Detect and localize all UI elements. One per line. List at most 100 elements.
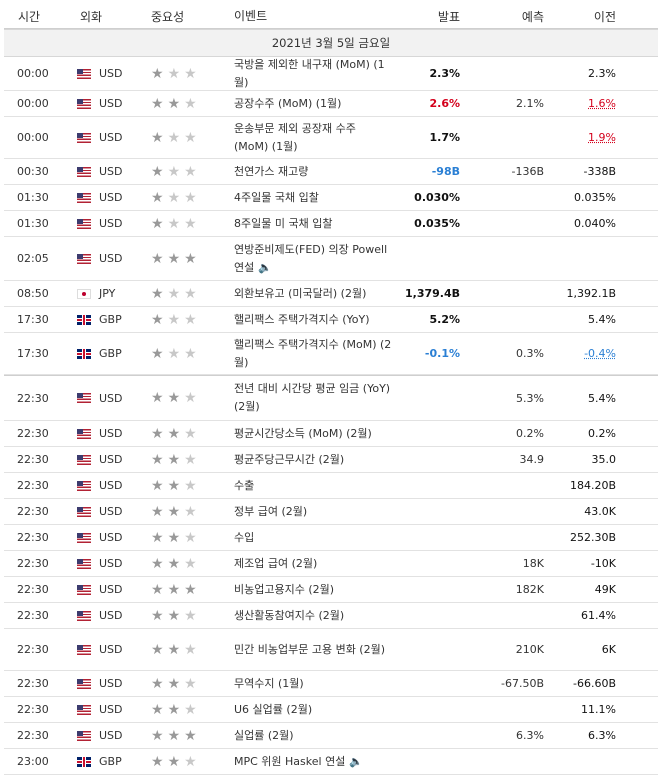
importance-star-icon: ★ [151,189,164,206]
event-name-cell: 평균주당근무시간 (2월) [220,451,398,469]
event-name[interactable]: 무역수지 (1월) [234,676,304,690]
table-row[interactable]: 22:30 USD ★ ★ ★ 수출 184.20B [4,473,658,499]
gb-flag-icon [77,314,91,325]
table-row[interactable]: 22:30 USD ★ ★ ★ 실업률 (2월) 6.3% 6.3% [4,723,658,749]
event-name[interactable]: 제조업 급여 (2월) [234,556,318,570]
header-time[interactable]: 시간 [18,9,41,24]
event-name[interactable]: 수출 [234,478,255,492]
event-name-cell: 수입 [220,529,398,547]
previous-value: -0.4% [584,347,616,360]
event-time: 22:30 [17,531,49,544]
table-row[interactable]: 22:30 USD ★ ★ ★ 제조업 급여 (2월) 18K -10K [4,551,658,577]
importance-stars: ★ ★ ★ [128,391,220,405]
event-name[interactable]: 운송부문 제외 공장재 수주 (MoM) (1월) [234,121,356,153]
importance-star-icon: ★ [151,477,164,494]
importance-stars: ★ ★ ★ [128,131,220,145]
table-row[interactable]: 22:30 USD ★ ★ ★ 비농업고용지수 (2월) 182K 49K [4,577,658,603]
event-name[interactable]: 연방준비제도(FED) 의장 Powell 연설 [234,242,388,274]
importance-stars: ★ ★ ★ [128,287,220,301]
currency-code: USD [99,703,123,716]
actual-value: 0.030% [414,191,460,204]
event-name[interactable]: 평균주당근무시간 (2월) [234,452,345,466]
table-row[interactable]: 01:30 USD ★ ★ ★ 4주일물 국채 입찰 0.030% 0.035% [4,185,658,211]
event-name[interactable]: 수입 [234,530,255,544]
header-actual[interactable]: 발표 [437,9,460,24]
header-importance[interactable]: 중요성 [151,9,185,24]
previous-value: 49K [594,583,616,596]
table-row[interactable]: 22:30 USD ★ ★ ★ 생산활동참여지수 (2월) 61.4% [4,603,658,629]
table-row[interactable]: 23:00 GBP ★ ★ ★ MPC 위원 Haskel 연설 🔈 [4,749,658,775]
table-row[interactable]: 00:30 USD ★ ★ ★ 천연가스 재고량 -98B -136B -338B [4,159,658,185]
importance-stars: ★ ★ ★ [128,643,220,657]
table-row[interactable]: 17:30 GBP ★ ★ ★ 핼리팩스 주택가격지수 (YoY) 5.2% 5.4… [4,307,658,333]
event-name-cell: 공장수주 (MoM) (1월) [220,95,398,113]
table-row[interactable]: 02:05 USD ★ ★ ★ 연방준비제도(FED) 의장 Powell 연설 🔈 [4,237,658,281]
header-currency[interactable]: 외화 [80,9,103,24]
table-row[interactable]: 22:30 USD ★ ★ ★ 평균주당근무시간 (2월) 34.9 35.0 [4,447,658,473]
table-row[interactable]: 22:30 USD ★ ★ ★ 정부 급여 (2월) 43.0K [4,499,658,525]
event-name[interactable]: 8주일물 미 국채 입찰 [234,216,333,230]
importance-star-icon: ★ [151,753,164,770]
event-name[interactable]: 4주일물 국채 입찰 [234,190,319,204]
forecast-value: 6.3% [516,729,544,742]
event-name[interactable]: 실업률 (2월) [234,728,294,742]
us-flag-icon [77,393,91,403]
event-name[interactable]: 정부 급여 (2월) [234,504,308,518]
table-row[interactable]: 08:50 JPY ★ ★ ★ 외환보유고 (미국달러) (2월) 1,379.4B… [4,281,658,307]
currency-cell: USD [64,531,128,544]
importance-star-icon: ★ [151,641,164,658]
currency-cell: USD [64,191,128,204]
event-name[interactable]: 비농업고용지수 (2월) [234,582,335,596]
table-row[interactable]: 22:30 USD ★ ★ ★ 전년 대비 시간당 평균 임금 (YoY) (2월)… [4,375,658,421]
header-event[interactable]: 이벤트 [234,9,268,23]
event-name[interactable]: 천연가스 재고량 [234,164,309,178]
header-forecast[interactable]: 예측 [521,9,544,24]
previous-value: 0.040% [574,217,616,230]
importance-star-icon: ★ [167,390,181,406]
us-flag-icon [77,678,91,689]
event-name[interactable]: U6 실업률 (2월) [234,702,313,716]
event-name-cell: 정부 급여 (2월) [220,503,398,521]
us-flag-icon [77,192,91,203]
event-time: 22:30 [17,643,49,656]
table-row[interactable]: 00:00 USD ★ ★ ★ 국방을 제외한 내구재 (MoM) (1월) 2.3… [4,57,658,91]
importance-star-icon: ★ [167,163,181,180]
table-row[interactable]: 22:30 USD ★ ★ ★ U6 실업률 (2월) 11.1% [4,697,658,723]
event-name[interactable]: 평균시간당소득 (MoM) (2월) [234,426,372,440]
event-name-cell: 국방을 제외한 내구재 (MoM) (1월) [220,56,398,92]
event-name[interactable]: 핼리팩스 주택가격지수 (MoM) (2월) [234,337,392,369]
table-row[interactable]: 22:30 USD ★ ★ ★ 민간 비농업부문 고용 변화 (2월) 210K 6… [4,629,658,671]
table-row[interactable]: 01:30 USD ★ ★ ★ 8주일물 미 국채 입찰 0.035% 0.040% [4,211,658,237]
importance-star-icon: ★ [184,503,197,520]
previous-value: 2.3% [588,67,616,80]
table-row[interactable]: 00:00 USD ★ ★ ★ 운송부문 제외 공장재 수주 (MoM) (1월) … [4,117,658,159]
event-time: 22:30 [17,729,49,742]
previous-value: 6K [601,643,616,656]
event-name[interactable]: 민간 비농업부문 고용 변화 (2월) [234,642,386,656]
event-time: 01:30 [17,191,49,204]
table-row[interactable]: 00:00 USD ★ ★ ★ 공장수주 (MoM) (1월) 2.6% 2.1% … [4,91,658,117]
jp-flag-icon [77,288,91,299]
table-row[interactable]: 17:30 GBP ★ ★ ★ 핼리팩스 주택가격지수 (MoM) (2월) -0.… [4,333,658,375]
us-flag-icon [77,166,91,177]
currency-cell: USD [64,252,128,265]
importance-star-icon: ★ [167,529,181,546]
event-name[interactable]: MPC 위원 Haskel 연설 [234,754,346,768]
event-name[interactable]: 외환보유고 (미국달러) (2월) [234,286,367,300]
event-name[interactable]: 전년 대비 시간당 평균 임금 (YoY) (2월) [234,382,391,413]
importance-stars: ★ ★ ★ [128,479,220,493]
event-name[interactable]: 핼리팩스 주택가격지수 (YoY) [234,312,370,326]
table-row[interactable]: 22:30 USD ★ ★ ★ 무역수지 (1월) -67.50B -66.60B [4,671,658,697]
currency-cell: USD [64,557,128,570]
event-name[interactable]: 생산활동참여지수 (2월) [234,608,345,622]
forecast-value: 5.3% [516,391,544,405]
forecast-value: 0.2% [516,427,544,440]
event-time: 00:00 [17,97,49,110]
header-previous[interactable]: 이전 [593,9,616,24]
table-row[interactable]: 22:30 USD ★ ★ ★ 수입 252.30B [4,525,658,551]
event-name[interactable]: 공장수주 (MoM) (1월) [234,96,342,110]
importance-star-icon: ★ [151,129,164,146]
importance-stars: ★ ★ ★ [128,557,220,571]
event-name[interactable]: 국방을 제외한 내구재 (MoM) (1월) [234,57,385,89]
table-row[interactable]: 22:30 USD ★ ★ ★ 평균시간당소득 (MoM) (2월) 0.2% 0.… [4,421,658,447]
